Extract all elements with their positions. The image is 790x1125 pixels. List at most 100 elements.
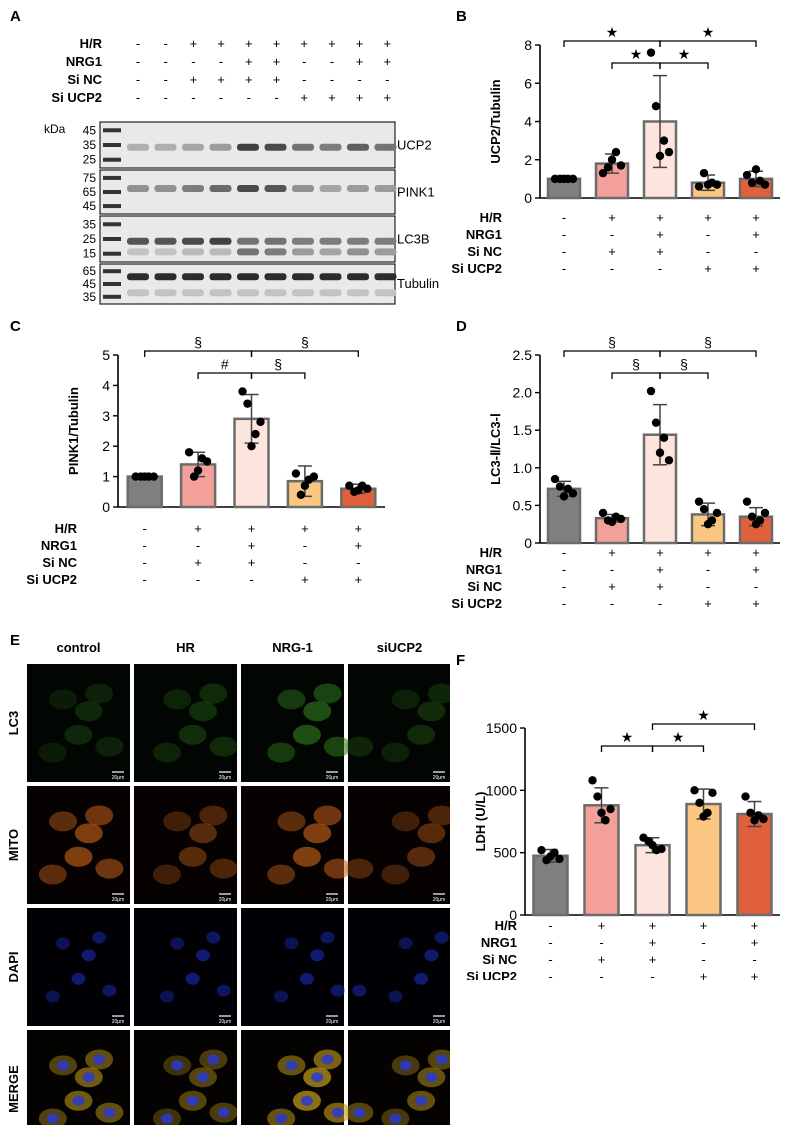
nucleus <box>331 1107 344 1118</box>
protein-band <box>374 248 397 256</box>
nucleus <box>216 984 231 997</box>
condition-label: Si NC <box>42 555 77 570</box>
panel-label-a: A <box>10 8 21 25</box>
condition-sign: - <box>610 227 614 242</box>
ladder-band <box>103 282 121 286</box>
data-point <box>664 147 674 157</box>
pink1-tubulin-chart: 0 1 2 3 4 5 PINK1/Tubulin § § # § H/R - + + + + NRG1 - - + - +… <box>26 334 385 587</box>
data-point <box>296 490 306 500</box>
nucleus <box>275 1113 288 1124</box>
protein-band <box>319 184 342 192</box>
data-point <box>651 102 661 111</box>
condition-sign: - <box>562 244 566 259</box>
significance-mark: ★ <box>672 729 685 745</box>
mw-marker: 35 <box>83 138 97 152</box>
ladder-band <box>103 204 121 209</box>
condition-sign: - <box>562 227 566 242</box>
condition-label: Si UCP2 <box>451 596 502 611</box>
y-tick-label: 8 <box>524 37 532 53</box>
protein-band <box>347 143 369 151</box>
scale-bar-label: 20μm <box>219 775 232 781</box>
ladder-band <box>103 175 121 180</box>
condition-sign: + <box>649 918 657 933</box>
protein-band <box>182 273 204 281</box>
protein-band <box>374 237 397 245</box>
condition-sign: - <box>754 244 758 259</box>
condition-sign: - <box>548 969 552 980</box>
lane-sign: + <box>300 90 308 105</box>
condition-sign: + <box>656 545 664 560</box>
significance-bracket <box>144 350 253 357</box>
lane-sign: - <box>164 72 168 87</box>
condition-label: H/R <box>480 545 503 560</box>
cell <box>267 742 296 763</box>
lane-sign: - <box>136 36 140 51</box>
nucleus <box>82 1072 95 1083</box>
condition-sign: + <box>355 538 363 553</box>
condition-sign: - <box>754 579 758 594</box>
protein-band <box>319 289 342 297</box>
microscopy-column-label: HR <box>176 640 195 655</box>
cell <box>64 724 93 745</box>
condition-sign: + <box>355 521 363 536</box>
lane-condition-label: NRG1 <box>66 54 102 69</box>
panel-label-b: B <box>456 8 467 25</box>
nucleus <box>57 1060 70 1071</box>
cell <box>209 858 238 879</box>
nucleus <box>159 990 174 1003</box>
condition-sign: - <box>706 562 710 577</box>
lane-condition-label: Si UCP2 <box>51 90 102 105</box>
protein-band <box>292 237 314 245</box>
cell <box>277 689 306 710</box>
condition-sign: - <box>599 969 603 980</box>
protein-band <box>319 273 342 281</box>
nucleus <box>186 1095 199 1106</box>
significance-mark: § <box>194 334 202 350</box>
data-point <box>646 386 656 396</box>
mw-marker: 25 <box>83 232 97 246</box>
condition-sign: - <box>610 261 614 276</box>
data-point <box>202 457 212 466</box>
microscopy-image <box>348 786 450 904</box>
data-point <box>550 474 560 484</box>
significance-mark: § <box>274 356 282 372</box>
blot-membrane <box>99 169 396 215</box>
y-tick-label: 0 <box>524 535 532 551</box>
lane-sign: - <box>302 54 306 69</box>
nucleus <box>103 1107 116 1118</box>
protein-band <box>182 289 204 297</box>
condition-sign: - <box>196 538 200 553</box>
data-point <box>690 786 699 795</box>
nucleus <box>170 937 185 950</box>
y-tick-label: 1000 <box>486 782 517 798</box>
nucleus <box>425 1072 438 1083</box>
data-point <box>568 174 578 184</box>
lane-sign: + <box>217 72 225 87</box>
condition-sign: + <box>248 555 256 570</box>
condition-sign: + <box>704 261 712 276</box>
nucleus <box>217 1107 230 1118</box>
nucleus <box>274 990 289 1003</box>
significance-mark: ★ <box>630 46 643 62</box>
scale-bar-label: 20μm <box>326 775 339 781</box>
y-axis-label: LC3-Ⅱ/LC3-Ⅰ <box>488 413 503 485</box>
condition-sign: - <box>303 538 307 553</box>
protein-band <box>292 273 314 281</box>
cell <box>313 683 342 704</box>
protein-band <box>209 237 232 245</box>
protein-band <box>374 143 397 151</box>
data-point <box>568 489 578 498</box>
y-tick-label: 500 <box>494 845 518 861</box>
cell <box>152 864 181 885</box>
data-point <box>694 182 704 191</box>
condition-sign: - <box>701 952 705 967</box>
lane-sign: + <box>273 36 281 51</box>
condition-sign: + <box>752 261 760 276</box>
cell <box>95 736 124 757</box>
lane-sign: + <box>356 54 364 69</box>
condition-sign: - <box>303 555 307 570</box>
data-point <box>699 168 709 178</box>
condition-sign: + <box>700 918 708 933</box>
scale-bar-label: 20μm <box>326 1019 339 1025</box>
scale-bar-label: 20μm <box>112 775 125 781</box>
